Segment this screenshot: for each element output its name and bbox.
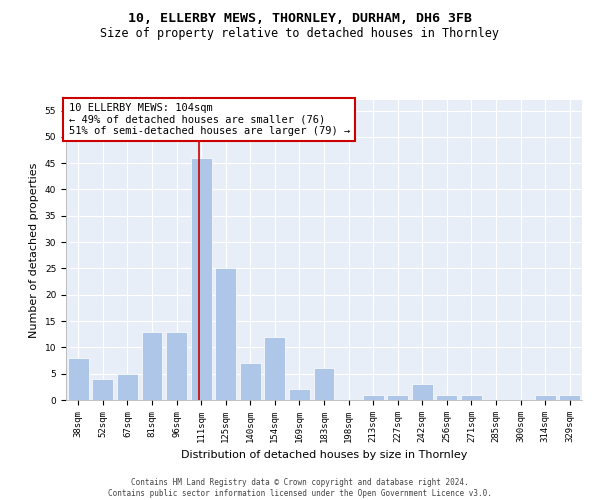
Text: Contains HM Land Registry data © Crown copyright and database right 2024.
Contai: Contains HM Land Registry data © Crown c… (108, 478, 492, 498)
Bar (240, 363, 261, 400)
Y-axis label: Number of detached properties: Number of detached properties (29, 162, 39, 338)
Bar (142, 332, 163, 400)
Bar (68, 358, 89, 400)
Bar (412, 384, 433, 400)
Bar (191, 158, 212, 400)
Bar (166, 332, 187, 400)
Text: 10, ELLERBY MEWS, THORNLEY, DURHAM, DH6 3FB: 10, ELLERBY MEWS, THORNLEY, DURHAM, DH6 … (128, 12, 472, 26)
Bar (265, 337, 286, 400)
Bar (535, 394, 556, 400)
Bar (461, 394, 482, 400)
Text: Size of property relative to detached houses in Thornley: Size of property relative to detached ho… (101, 28, 499, 40)
Bar (314, 368, 334, 400)
Bar (215, 268, 236, 400)
X-axis label: Distribution of detached houses by size in Thornley: Distribution of detached houses by size … (181, 450, 467, 460)
Bar (289, 390, 310, 400)
Bar (559, 394, 580, 400)
Bar (362, 394, 383, 400)
Bar (117, 374, 138, 400)
Bar (436, 394, 457, 400)
Bar (92, 379, 113, 400)
Bar (387, 394, 408, 400)
Text: 10 ELLERBY MEWS: 104sqm
← 49% of detached houses are smaller (76)
51% of semi-de: 10 ELLERBY MEWS: 104sqm ← 49% of detache… (68, 103, 350, 136)
